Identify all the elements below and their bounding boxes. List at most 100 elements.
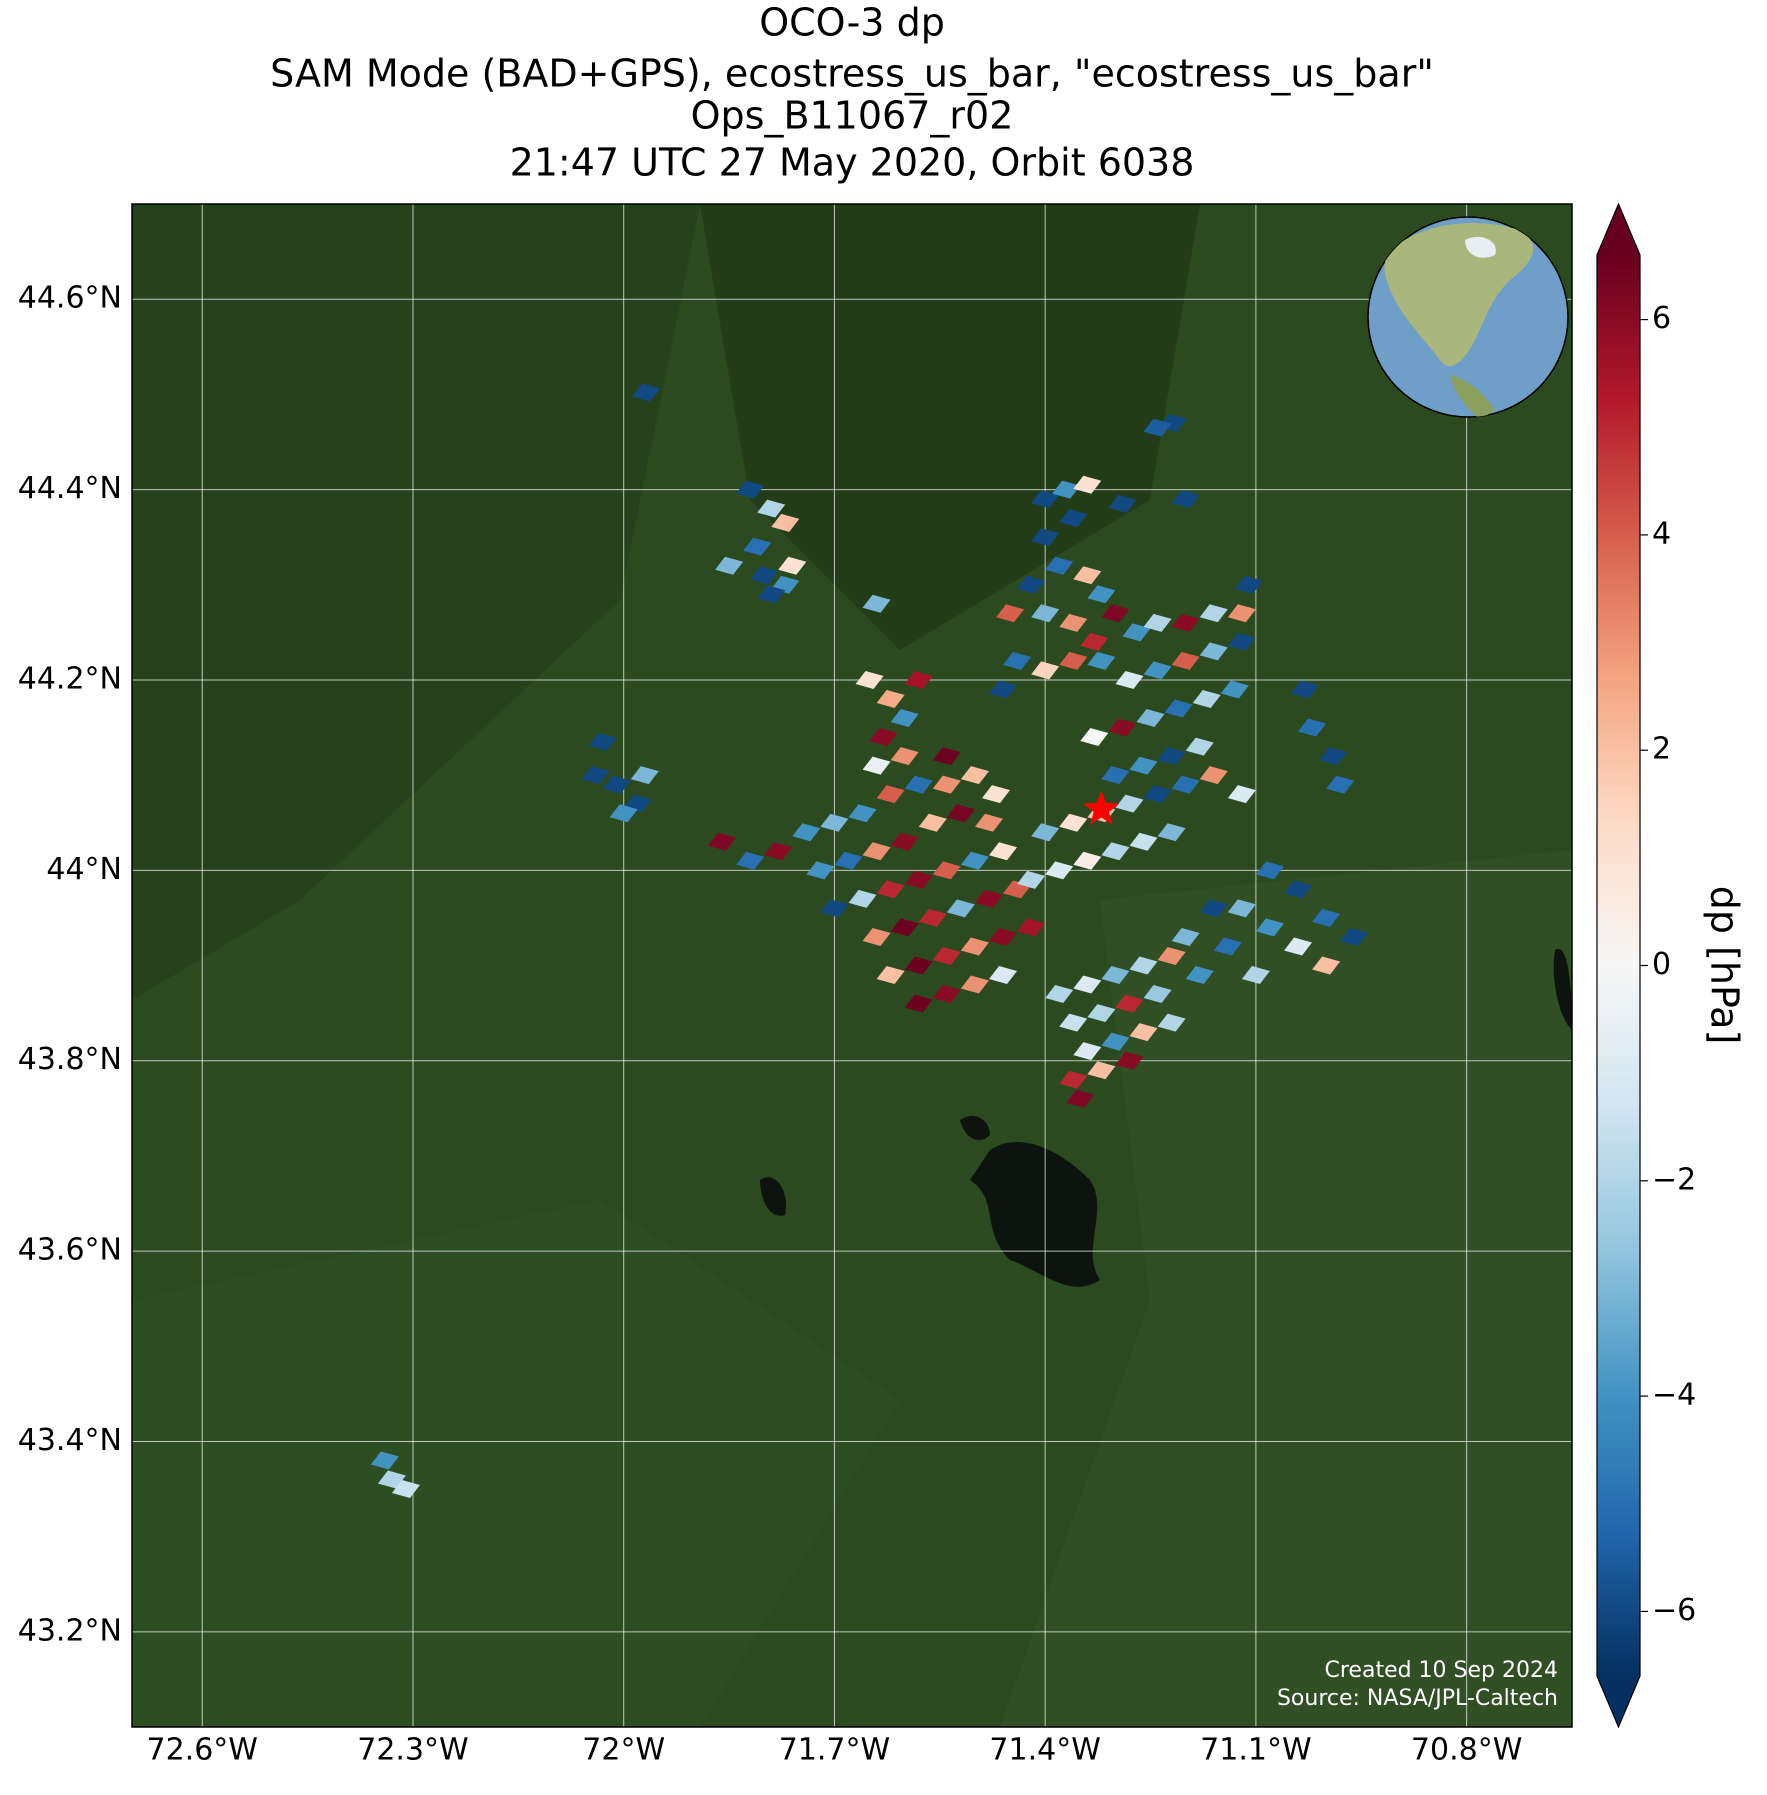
footprint bbox=[1129, 756, 1158, 775]
footprint bbox=[890, 918, 919, 937]
footprint bbox=[1143, 418, 1172, 437]
footprint bbox=[996, 604, 1025, 623]
footprint bbox=[890, 832, 919, 851]
footprint bbox=[736, 851, 765, 870]
footprint bbox=[1213, 937, 1242, 956]
footprint bbox=[1073, 975, 1102, 994]
footprint bbox=[1115, 994, 1144, 1013]
target-marker bbox=[1083, 790, 1120, 825]
basemap bbox=[132, 204, 1572, 1727]
footprint bbox=[602, 775, 631, 794]
footprint bbox=[876, 966, 905, 985]
footprint bbox=[708, 832, 737, 851]
footprint bbox=[1157, 1013, 1186, 1032]
footprint bbox=[1227, 604, 1256, 623]
footprint bbox=[1171, 651, 1200, 670]
footprint bbox=[1059, 509, 1088, 528]
footprint bbox=[1129, 1023, 1158, 1042]
footprint bbox=[1059, 651, 1088, 670]
footprint bbox=[1017, 918, 1046, 937]
footprint bbox=[391, 1480, 420, 1499]
footprint bbox=[982, 785, 1010, 804]
colorbar-tick-label: −4 bbox=[1652, 1378, 1696, 1413]
y-tick-label: 44.2°N bbox=[18, 661, 122, 696]
footprint bbox=[1199, 899, 1228, 918]
axes: 72.6°W 72.3°W 72°W 71.7°W 71.4°W 71.1°W 70.8°W… bbox=[18, 203, 1573, 1768]
footprint bbox=[960, 937, 989, 956]
footprint bbox=[1136, 709, 1165, 728]
colorbar-tick-label: −6 bbox=[1652, 1593, 1696, 1628]
footprint bbox=[890, 709, 919, 728]
footprint bbox=[778, 556, 807, 575]
title-line: Ops_B11067_r02 bbox=[691, 94, 1014, 138]
footprint bbox=[757, 499, 786, 518]
footprint bbox=[1087, 585, 1116, 604]
footprint bbox=[974, 813, 1003, 832]
footprint bbox=[1101, 604, 1130, 623]
footprint bbox=[1298, 718, 1327, 737]
footprint bbox=[862, 842, 891, 861]
footprint bbox=[1108, 718, 1137, 737]
footprint bbox=[904, 870, 933, 889]
footprint bbox=[904, 775, 933, 794]
footprint bbox=[974, 889, 1003, 908]
footprint bbox=[1312, 956, 1341, 975]
colorbar-tick-label: 0 bbox=[1652, 947, 1671, 982]
footprint bbox=[609, 804, 638, 823]
footprint bbox=[1291, 680, 1320, 699]
footprint bbox=[1234, 575, 1263, 594]
footprint bbox=[1045, 556, 1074, 575]
footprint bbox=[876, 880, 905, 899]
footprint bbox=[1171, 775, 1200, 794]
footprint bbox=[932, 775, 961, 794]
footprint bbox=[1129, 956, 1158, 975]
x-tick-label: 71.7°W bbox=[779, 1733, 890, 1768]
footprint bbox=[1284, 880, 1313, 899]
globe-inset bbox=[1367, 216, 1569, 418]
footprint bbox=[1101, 766, 1130, 785]
colorbar-outline bbox=[1596, 202, 1641, 1729]
footprint bbox=[1059, 1013, 1088, 1032]
footprint bbox=[1157, 747, 1186, 766]
footprint bbox=[1059, 613, 1088, 632]
footprint bbox=[820, 813, 849, 832]
footprint bbox=[1255, 861, 1284, 880]
footprint bbox=[757, 585, 786, 604]
footprint bbox=[989, 842, 1018, 861]
colorbar-body bbox=[1597, 255, 1640, 1676]
footprint bbox=[1340, 927, 1369, 946]
footprint bbox=[918, 908, 947, 927]
footprint bbox=[932, 985, 961, 1004]
x-tick-label: 72°W bbox=[582, 1733, 665, 1768]
footprint bbox=[1031, 823, 1060, 842]
footprint bbox=[904, 956, 933, 975]
x-tick-label: 70.8°W bbox=[1411, 1733, 1522, 1768]
footprint bbox=[1122, 623, 1151, 642]
colorbar: −6 −4 −2 0 2 4 6 bbox=[1596, 202, 1696, 1729]
footprint bbox=[1073, 1042, 1102, 1061]
footprint bbox=[1052, 480, 1081, 499]
y-tick-label: 43.2°N bbox=[18, 1613, 122, 1648]
x-tick-label: 72.6°W bbox=[147, 1733, 258, 1768]
footprint bbox=[764, 842, 793, 861]
footprint bbox=[1227, 899, 1256, 918]
footprint bbox=[946, 899, 975, 918]
footprint bbox=[960, 975, 989, 994]
footprint bbox=[1073, 475, 1102, 494]
x-tick-label: 71.1°W bbox=[1200, 1733, 1311, 1768]
footprint bbox=[1003, 651, 1032, 670]
footprint bbox=[1087, 1061, 1116, 1080]
footprint bbox=[1101, 1032, 1130, 1051]
footprint bbox=[1171, 927, 1200, 946]
footprint bbox=[904, 670, 933, 689]
footprint bbox=[848, 889, 877, 908]
footprint bbox=[1255, 918, 1284, 937]
footprint bbox=[771, 513, 800, 532]
y-tick-label: 43.4°N bbox=[18, 1423, 122, 1458]
footprints bbox=[370, 383, 1369, 1499]
footprint bbox=[946, 804, 975, 823]
footprint bbox=[1326, 775, 1355, 794]
footprint bbox=[1101, 842, 1130, 861]
footprint bbox=[876, 689, 905, 708]
